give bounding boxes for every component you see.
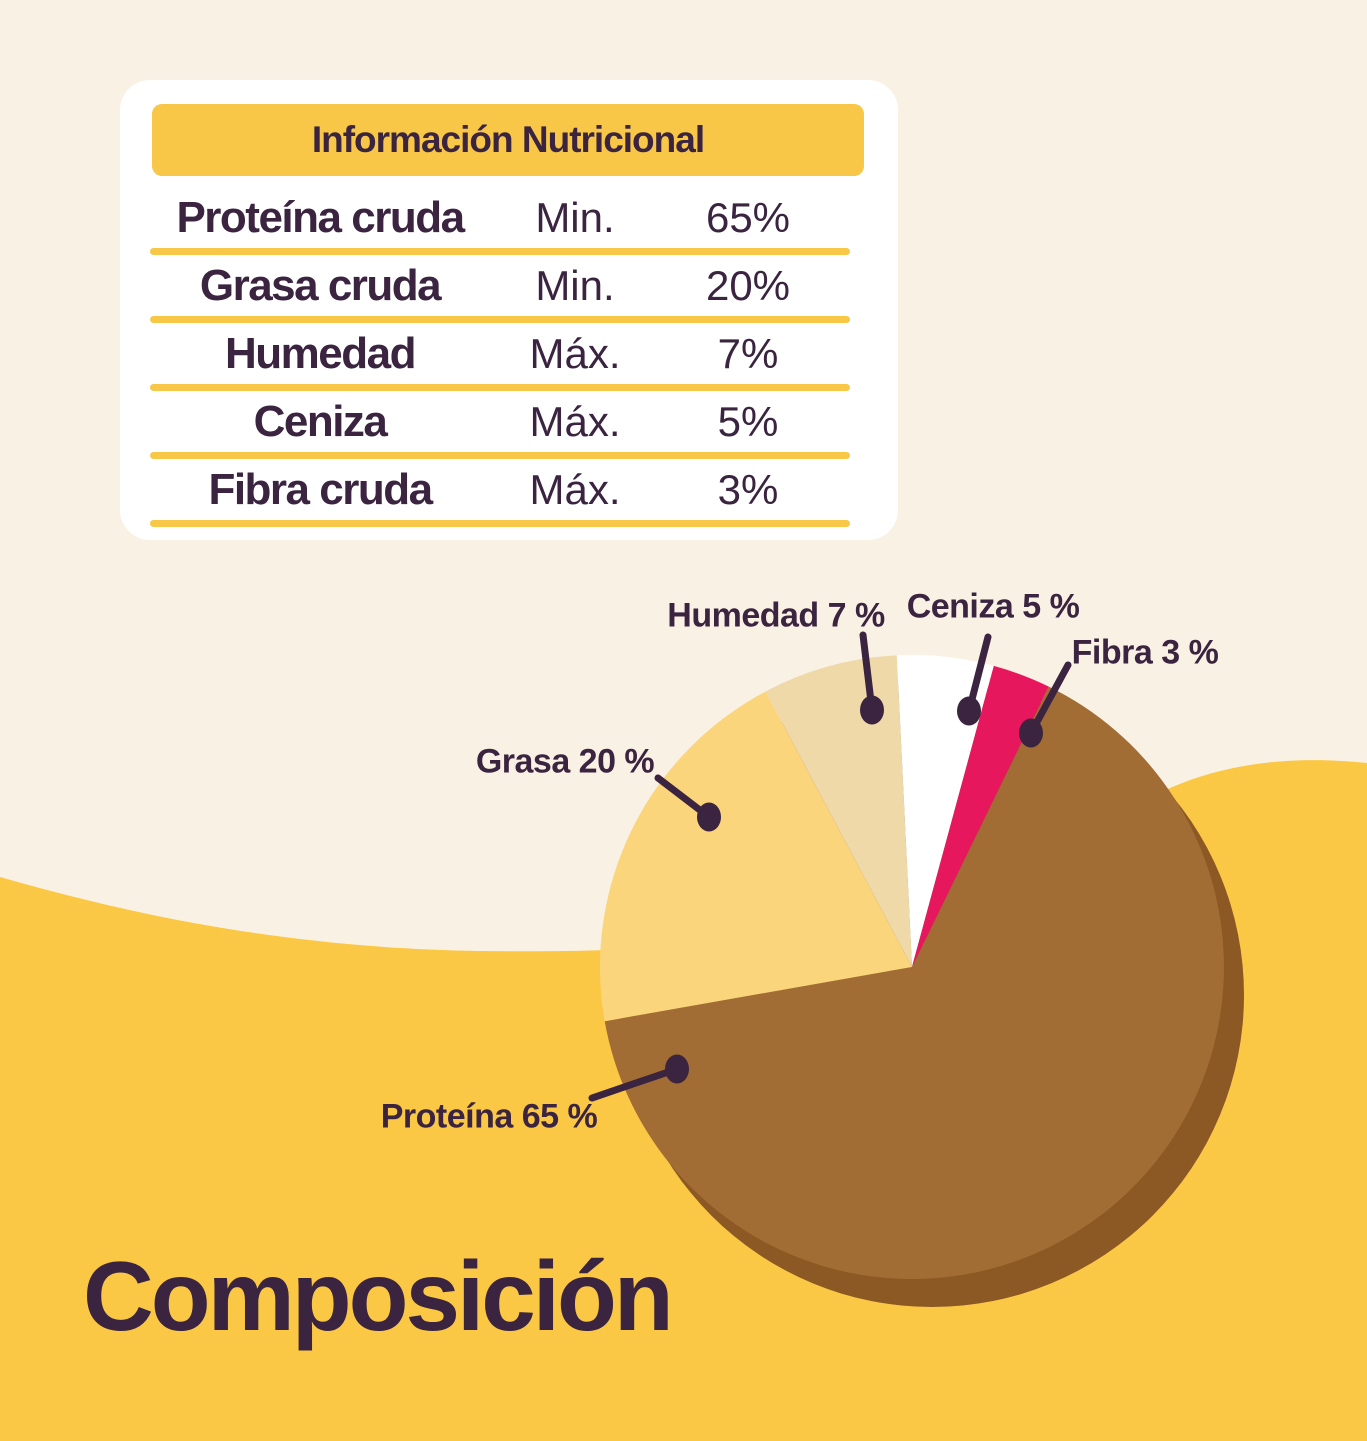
table-row: Grasa cruda Min. 20% bbox=[150, 252, 850, 323]
pie-label-humedad: Humedad 7 % bbox=[667, 596, 885, 635]
pie-slice-proteína bbox=[604, 686, 1224, 1279]
callout-dot-fibra bbox=[1019, 718, 1043, 748]
row-value: 3% bbox=[717, 466, 779, 513]
callout-dot-ceniza bbox=[957, 696, 981, 726]
row-qualifier: Min. bbox=[535, 194, 615, 241]
callout-dot-grasa bbox=[697, 802, 721, 832]
row-separator bbox=[150, 520, 850, 527]
callout-dot-humedad bbox=[860, 695, 884, 725]
pie-slice-humedad bbox=[765, 655, 912, 967]
row-qualifier: Min. bbox=[535, 262, 615, 309]
row-value: 65% bbox=[705, 194, 791, 241]
pie-slice-ceniza bbox=[896, 655, 994, 967]
row-name: Humedad bbox=[225, 329, 416, 378]
row-qualifier: Máx. bbox=[529, 398, 621, 445]
row-separator bbox=[150, 384, 850, 391]
nutrition-card-title: Información Nutricional bbox=[311, 119, 705, 160]
nutrition-card-header: Información Nutricional bbox=[152, 104, 864, 176]
pie-slice-fibra bbox=[912, 665, 1049, 967]
row-value: 5% bbox=[717, 398, 779, 445]
row-name: Ceniza bbox=[253, 397, 388, 446]
row-separator bbox=[150, 248, 850, 255]
nutrition-table: Proteína cruda Min. 65% Grasa cruda Min.… bbox=[150, 184, 850, 527]
table-row: Ceniza Máx. 5% bbox=[150, 388, 850, 459]
composition-title: Composición bbox=[83, 1241, 674, 1351]
row-name: Grasa cruda bbox=[199, 261, 442, 310]
table-row: Humedad Máx. 7% bbox=[150, 320, 850, 391]
table-row: Proteína cruda Min. 65% bbox=[150, 184, 850, 255]
pie-label-proteina: Proteína 65 % bbox=[380, 1097, 598, 1136]
callout-dot-proteína bbox=[665, 1054, 689, 1084]
row-qualifier: Máx. bbox=[529, 466, 621, 513]
row-separator bbox=[150, 452, 850, 459]
pie-label-fibra: Fibra 3 % bbox=[1071, 633, 1219, 672]
row-separator bbox=[150, 316, 850, 323]
row-name: Proteína cruda bbox=[176, 193, 465, 242]
callout-line-proteína bbox=[588, 1065, 681, 1102]
row-qualifier: Máx. bbox=[529, 330, 621, 377]
pie-slice-grasa bbox=[599, 691, 912, 1022]
pie-label-grasa: Grasa 20 % bbox=[475, 742, 655, 781]
row-value: 7% bbox=[717, 330, 779, 377]
nutrition-card: Información Nutricional Proteína cruda M… bbox=[120, 80, 898, 540]
table-row: Fibra cruda Máx. 3% bbox=[150, 456, 850, 527]
pie-label-ceniza: Ceniza 5 % bbox=[906, 587, 1080, 626]
row-name: Fibra cruda bbox=[208, 465, 433, 514]
row-value: 20% bbox=[705, 262, 791, 309]
